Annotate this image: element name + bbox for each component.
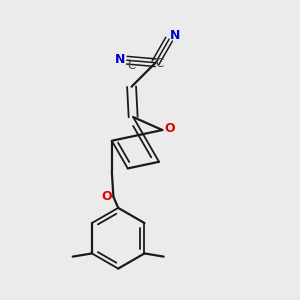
Text: C: C — [155, 58, 164, 70]
Text: C: C — [128, 59, 136, 73]
Text: N: N — [170, 29, 180, 43]
Text: O: O — [101, 190, 112, 202]
Text: O: O — [164, 122, 175, 135]
Text: N: N — [115, 53, 126, 66]
